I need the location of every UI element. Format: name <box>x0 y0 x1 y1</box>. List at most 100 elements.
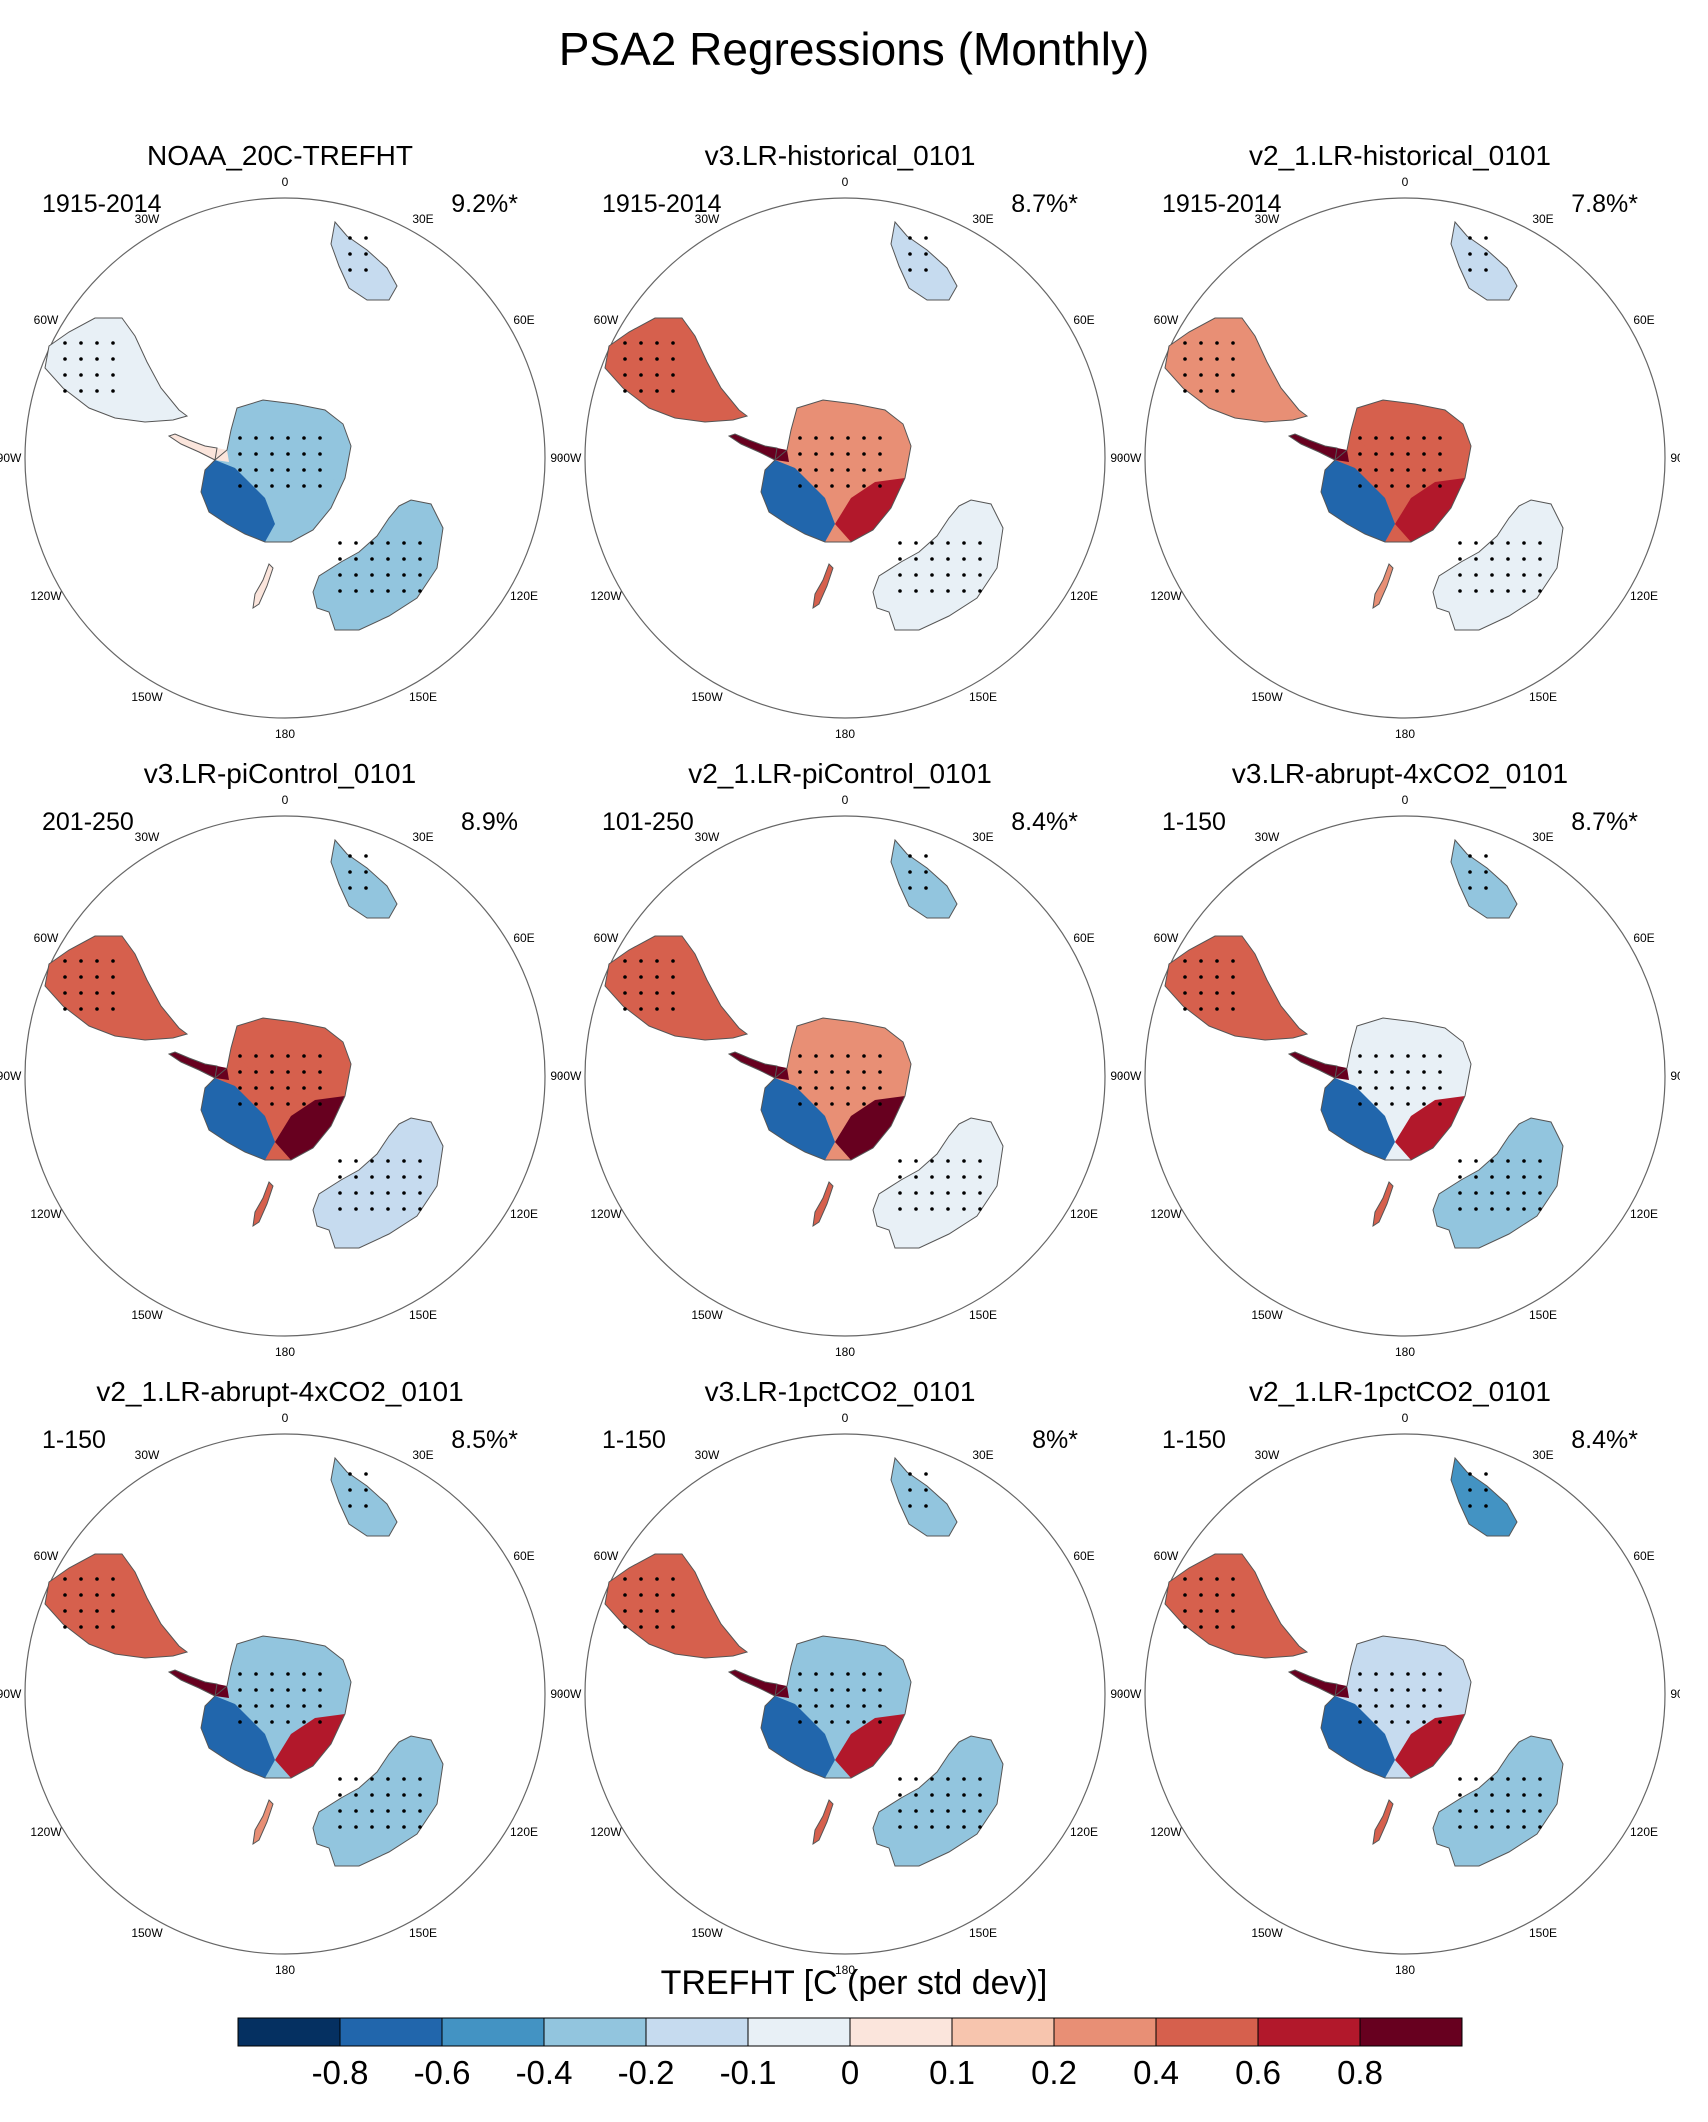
stipple-dot <box>898 1207 902 1211</box>
stipple-dot <box>962 557 966 561</box>
panel-variance-explained: 8.4%* <box>1011 808 1078 836</box>
stipple-dot <box>978 541 982 545</box>
region-wilkes-coast <box>1395 478 1465 542</box>
stipple-dot <box>238 1070 242 1074</box>
region-west-antarctica <box>201 460 275 542</box>
stipple-dot <box>1199 1593 1203 1597</box>
stipple-dot <box>386 1207 390 1211</box>
stipple-dot <box>286 468 290 472</box>
stipple-dot <box>286 436 290 440</box>
stipple-dot <box>908 252 912 256</box>
colorbar-swatch <box>849 2017 953 2047</box>
stipple-dot <box>318 452 322 456</box>
land-new-zealand <box>812 1799 834 1846</box>
stipple-dot <box>846 452 850 456</box>
significance-stipple <box>623 236 982 593</box>
longitude-label: 60E <box>1633 1549 1654 1563</box>
longitude-label: 150W <box>131 690 163 704</box>
stipple-dot <box>671 975 675 979</box>
stipple-dot <box>862 1688 866 1692</box>
stipple-dot <box>623 357 627 361</box>
region-wilkes-coast <box>1395 1096 1465 1160</box>
map-body: 0 30E 60E 90E 120E 150E 180 150W 120W 90W 60W 30W <box>1120 793 1680 1358</box>
stipple-dot <box>1422 1704 1426 1708</box>
colorbar-tick-label: 0.6 <box>1235 2054 1281 2091</box>
stipple-dot <box>354 557 358 561</box>
stipple-dot <box>655 991 659 995</box>
region-west-antarctica <box>1321 460 1395 542</box>
stipple-dot <box>1438 1688 1442 1692</box>
longitude-label: 120E <box>510 1825 538 1839</box>
stipple-dot <box>962 1175 966 1179</box>
colorbar-swatch <box>1155 2017 1259 2047</box>
stipple-dot <box>418 1175 422 1179</box>
stipple-dot <box>1199 1625 1203 1629</box>
longitude-label: 90E <box>1110 1687 1120 1701</box>
stipple-dot <box>338 1191 342 1195</box>
stipple-dot <box>898 1159 902 1163</box>
stipple-dot <box>364 236 368 240</box>
stipple-dot <box>1474 1207 1478 1211</box>
stipple-dot <box>914 1207 918 1211</box>
longitude-label: 0 <box>842 793 849 807</box>
peninsula-coastline <box>167 1051 218 1079</box>
stipple-dot <box>655 1577 659 1581</box>
stipple-dot <box>1438 1070 1442 1074</box>
stipple-dot <box>1538 557 1542 561</box>
land-australia <box>872 499 1004 631</box>
stipple-dot <box>1231 959 1235 963</box>
stipple-dot <box>1506 1175 1510 1179</box>
stipple-dot <box>1199 1007 1203 1011</box>
stipple-dot <box>95 959 99 963</box>
stipple-dot <box>830 1102 834 1106</box>
stipple-dot <box>1374 484 1378 488</box>
longitude-label: 30W <box>135 830 160 844</box>
panel-period: 101-250 <box>602 808 694 836</box>
stipple-dot <box>862 1704 866 1708</box>
longitude-label: 120E <box>1630 589 1658 603</box>
stipple-dot <box>1484 1504 1488 1508</box>
stipple-dot <box>1490 541 1494 545</box>
panel-variance-explained: 9.2%* <box>451 190 518 218</box>
stipple-dot <box>402 1809 406 1813</box>
stipple-dot <box>63 991 67 995</box>
stipple-dot <box>1199 357 1203 361</box>
stipple-dot <box>318 468 322 472</box>
significance-stipple <box>623 1472 982 1829</box>
panel-title: v3.LR-abrupt-4xCO2_0101 <box>1231 758 1569 789</box>
stipple-dot <box>639 341 643 345</box>
stipple-dot <box>946 1777 950 1781</box>
longitude-label: 150E <box>409 1308 437 1322</box>
longitude-label: 120W <box>30 1825 62 1839</box>
stipple-dot <box>1183 373 1187 377</box>
panel-variance-explained: 7.8%* <box>1571 190 1638 218</box>
stipple-dot <box>63 1609 67 1613</box>
peninsula-coastline <box>1287 1051 1338 1079</box>
colorbar-swatch <box>645 2017 749 2047</box>
land-australia <box>872 1117 1004 1249</box>
stipple-dot <box>286 1086 290 1090</box>
stipple-dot <box>1422 1070 1426 1074</box>
stipple-dot <box>1358 1070 1362 1074</box>
stipple-dot <box>655 1625 659 1629</box>
stipple-dot <box>930 1207 934 1211</box>
stipple-dot <box>798 1054 802 1058</box>
longitude-label: 30W <box>1255 1448 1280 1462</box>
region-antarctic-peninsula <box>729 1052 789 1080</box>
stipple-dot <box>639 959 643 963</box>
stipple-dot <box>1458 1809 1462 1813</box>
stipple-dot <box>962 1793 966 1797</box>
stipple-dot <box>254 452 258 456</box>
significance-stipple <box>63 1472 422 1829</box>
map-panel: v2_1.LR-historical_0101 0 30E 60E 90E 120E 150… <box>1120 140 1680 740</box>
stipple-dot <box>1358 452 1362 456</box>
stipple-dot <box>1474 1191 1478 1195</box>
stipple-dot <box>1374 1054 1378 1058</box>
land-australia <box>1432 1735 1564 1867</box>
colorbar-tick-label: -0.1 <box>720 2054 777 2091</box>
stipple-dot <box>1406 436 1410 440</box>
land-new-zealand <box>252 1799 274 1846</box>
panel-title: NOAA_20C-TREFHT <box>146 140 414 171</box>
stipple-dot <box>370 589 374 593</box>
stipple-dot <box>254 436 258 440</box>
